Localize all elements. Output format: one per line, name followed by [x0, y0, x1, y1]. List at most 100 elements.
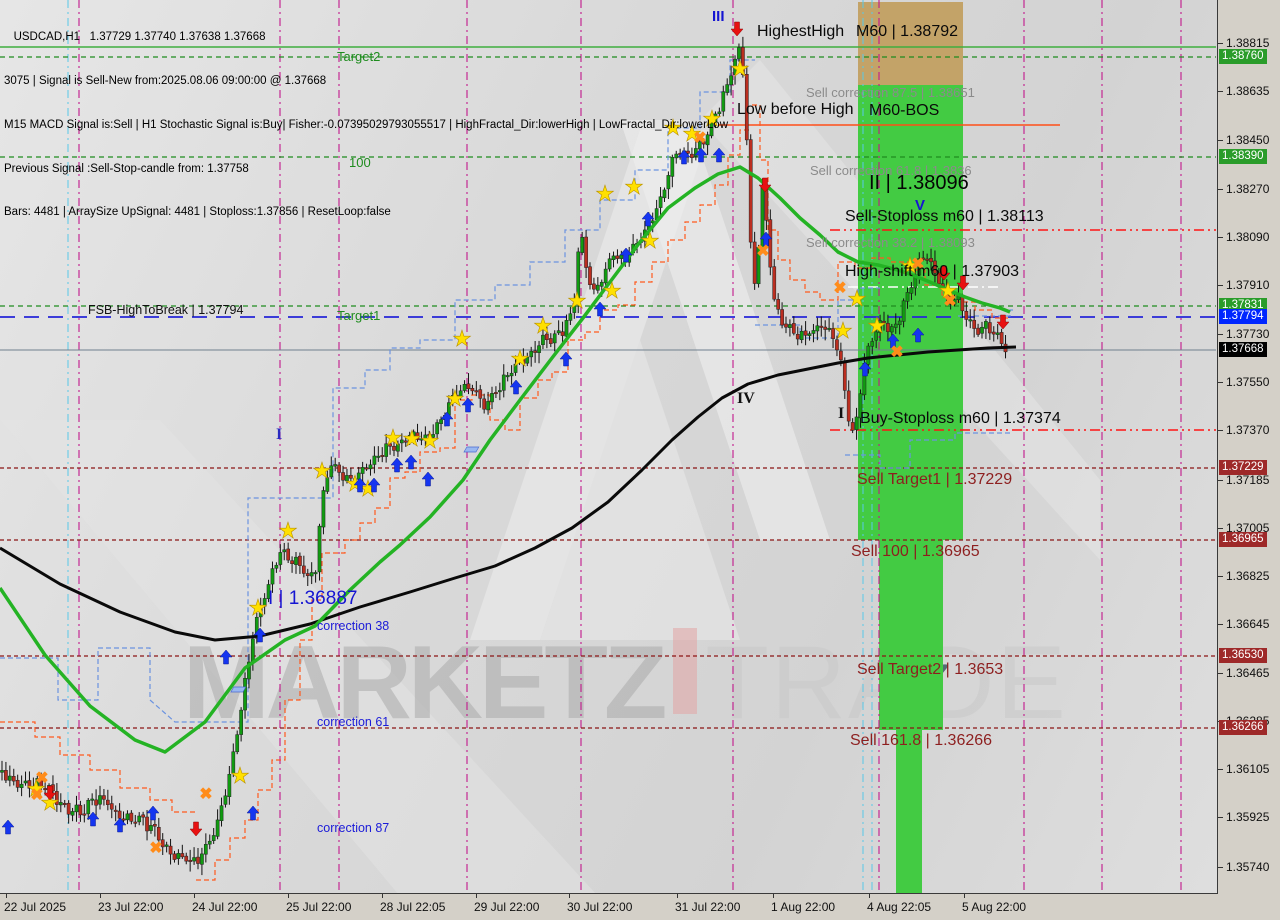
price-tick-mark: [1218, 430, 1223, 431]
fsb-hightobreak-label: FSB-HighToBreak | 1.37794: [88, 303, 244, 317]
candle-up: [901, 300, 906, 322]
candle-down: [776, 299, 781, 310]
candle-up: [595, 284, 600, 291]
candle-up: [294, 556, 298, 565]
signal-line: 3075 | Signal is Sell-New from:2025.08.0…: [4, 74, 327, 87]
price-tick-label: 1.37370: [1226, 423, 1270, 437]
candle-down: [82, 813, 87, 816]
candle-up: [419, 438, 424, 441]
date-tick-mark: [773, 894, 774, 898]
fractal-band-blue: [755, 287, 880, 339]
date-tick-mark: [964, 894, 965, 898]
candle-up: [909, 287, 914, 294]
buy-arrow-icon: [390, 457, 404, 473]
star-signal-icon: ★: [847, 286, 867, 311]
price-tick-label: 1.36825: [1226, 569, 1270, 583]
candle-up: [407, 434, 412, 443]
price-tick-mark: [1218, 817, 1223, 818]
x-cross-icon: ✖: [756, 243, 769, 260]
candle-up: [603, 268, 608, 284]
candle-down: [548, 338, 553, 344]
candle-up: [0, 770, 4, 773]
candle-down: [168, 845, 173, 855]
bars-stoploss-line: Bars: 4481 | ArraySize UpSignal: 4481 | …: [4, 206, 391, 219]
candle-up: [874, 331, 879, 341]
candle-down: [454, 394, 459, 397]
candle-down: [494, 392, 498, 395]
candle-down: [839, 350, 843, 361]
candle-up: [650, 220, 655, 224]
buy-arrow-icon: [712, 147, 726, 163]
candle-up: [360, 467, 365, 474]
sell-arrow-icon: [43, 785, 57, 801]
price-tick-label: 1.36645: [1226, 617, 1270, 631]
candle-down: [741, 47, 745, 75]
date-tick-mark: [194, 894, 195, 898]
candle-up: [219, 805, 224, 821]
star-signal-icon: ★: [867, 313, 887, 338]
sell-stoploss-label: Sell-Stoploss m60 | 1.38113: [845, 208, 1044, 225]
candle-down: [121, 818, 126, 821]
star-signal-icon: ★: [567, 288, 587, 313]
candle-up: [149, 825, 153, 831]
trailing-stop-orange: [0, 721, 196, 813]
sell-1618-label: Sell 161.8 | 1.36266: [850, 732, 993, 749]
x-cross-icon: ✖: [911, 256, 924, 273]
candle-up: [384, 443, 389, 457]
candle-up: [431, 434, 436, 438]
candle-down: [286, 548, 291, 561]
candle-up: [270, 568, 275, 585]
candle-up: [725, 84, 730, 93]
time-scale[interactable]: 22 Jul 2025 23 Jul 22:00 24 Jul 22:00 25 Ju…: [0, 894, 1280, 920]
candle-up: [721, 91, 726, 112]
candle-up: [231, 751, 236, 774]
buy-stoploss-label: Buy-Stoploss m60 | 1.37374: [860, 410, 1061, 427]
sell-target1-label: Sell Target1 | 1.37229: [857, 471, 1013, 488]
star-signal-icon: ★: [312, 458, 332, 483]
x-cross-icon: ✖: [35, 770, 48, 787]
buy-arrow-icon: [86, 811, 100, 827]
candle-up: [376, 455, 381, 458]
candle-down: [545, 333, 549, 340]
candle-down: [180, 853, 185, 858]
candle-down: [987, 322, 992, 334]
price-level-badge-blue: 1.37794: [1219, 309, 1267, 324]
x-cross-icon: ✖: [693, 130, 706, 147]
price-plot[interactable]: ★★★★★★★★★★★★★★★★★★★★★★★★★★★★★✖✖✖✖✖✖✖✖✖✖: [0, 0, 1217, 893]
price-scale[interactable]: 1.38815 1.38635 1.38450 1.38270 1.38090 1.379…: [1218, 0, 1280, 893]
chart-canvas[interactable]: MARKETZTRADE ✓ ★★★★★★★★★★★★★★★★★★★★★★★★★…: [0, 0, 1218, 894]
candle-down: [521, 358, 526, 365]
date-tick-label: 22 Jul 2025: [4, 900, 67, 914]
star-signal-icon: ★: [595, 181, 615, 206]
candle-down: [976, 327, 980, 335]
star-signal-icon: ★: [533, 313, 553, 338]
candle-up: [815, 325, 820, 332]
candle-down: [690, 153, 694, 158]
candle-up: [858, 393, 863, 419]
candle-down: [803, 330, 808, 336]
star-signal-icon: ★: [602, 278, 622, 303]
candle-down: [15, 779, 20, 788]
candle-down: [482, 398, 487, 410]
sell-100-label: Sell 100 | 1.36965: [851, 543, 980, 560]
candle-up: [435, 422, 439, 435]
candle-down: [964, 310, 969, 320]
candle-up: [513, 363, 518, 373]
high-shift-label: High-shift m60 | 1.37903: [845, 263, 1020, 280]
candle-down: [129, 812, 134, 822]
candle-up: [866, 345, 871, 365]
star-signal-icon: ★: [702, 106, 722, 131]
candle-down: [109, 803, 114, 810]
star-signal-icon: ★: [420, 428, 440, 453]
buy-arrow-icon: [694, 147, 708, 163]
candle-down: [933, 260, 937, 274]
star-signal-icon: ★: [248, 595, 268, 620]
price-tick-label: 1.35740: [1226, 860, 1270, 874]
date-tick-label: 4 Aug 22:05: [867, 900, 932, 914]
date-tick-label: 24 Jul 22:00: [192, 900, 258, 914]
buy-arrow-icon: [911, 327, 925, 343]
candle-up: [203, 844, 208, 855]
buy-arrow-icon: [219, 649, 233, 665]
date-tick-mark: [6, 894, 7, 898]
candle-down: [831, 328, 835, 339]
